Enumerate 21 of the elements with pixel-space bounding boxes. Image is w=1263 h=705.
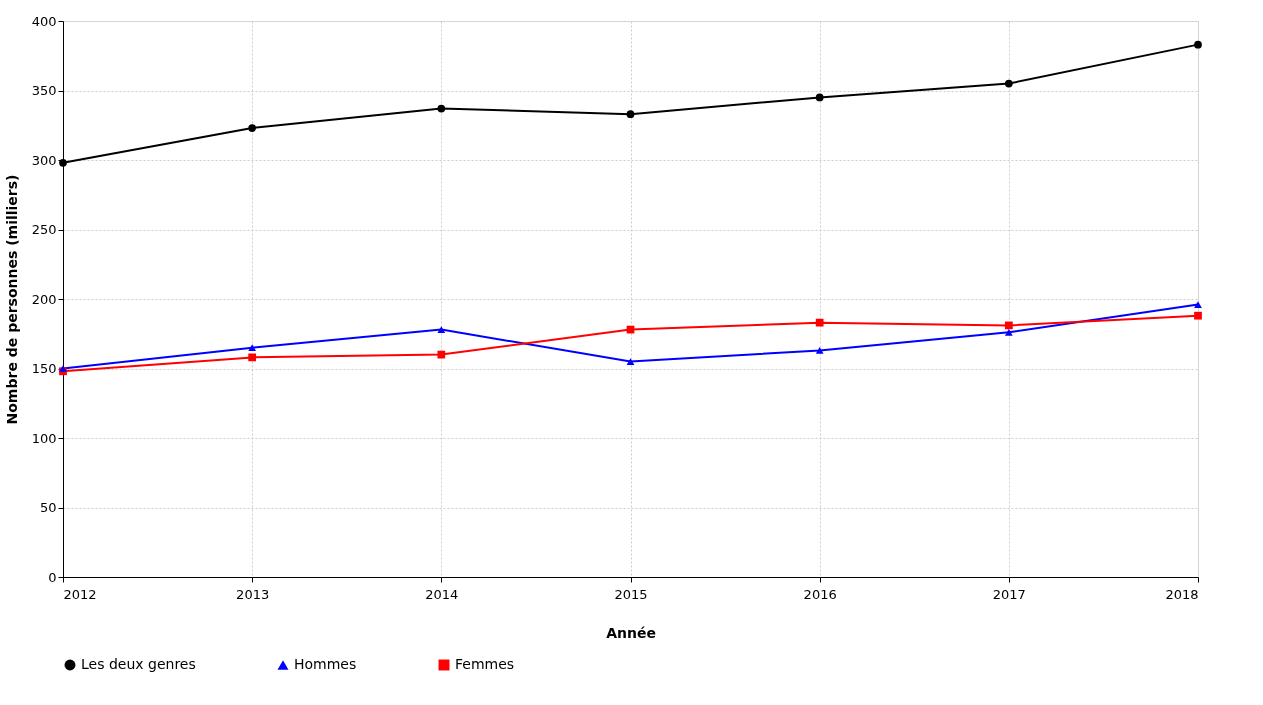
legend-label: Hommes (294, 656, 357, 672)
legend-label: Les deux genres (81, 656, 196, 672)
x-tick-label: 2014 (425, 586, 459, 602)
y-tick-label: 400 (31, 13, 57, 29)
y-tick-label: 200 (31, 291, 57, 307)
y-tick-label: 100 (31, 430, 57, 446)
y-axis-title: Nombre de personnes (milliers) (3, 174, 20, 425)
x-tick-label: 2015 (614, 586, 648, 602)
y-tick-label: 300 (31, 152, 57, 168)
y-tick-label: 150 (31, 361, 57, 376)
y-tick-label: 350 (31, 83, 57, 98)
legend-label: Femmes (455, 656, 515, 672)
y-tick-label: 250 (31, 222, 57, 237)
x-axis-title: Année (606, 624, 656, 641)
x-tick-label: 2018 (1165, 586, 1199, 602)
x-tick-label: 2016 (803, 586, 837, 602)
x-tick-label: 2017 (992, 586, 1026, 602)
x-tick-label: 2012 (63, 586, 97, 602)
x-tick-label: 2013 (236, 586, 270, 602)
y-tick-label: 0 (48, 569, 57, 585)
y-tick-label: 50 (39, 500, 57, 515)
